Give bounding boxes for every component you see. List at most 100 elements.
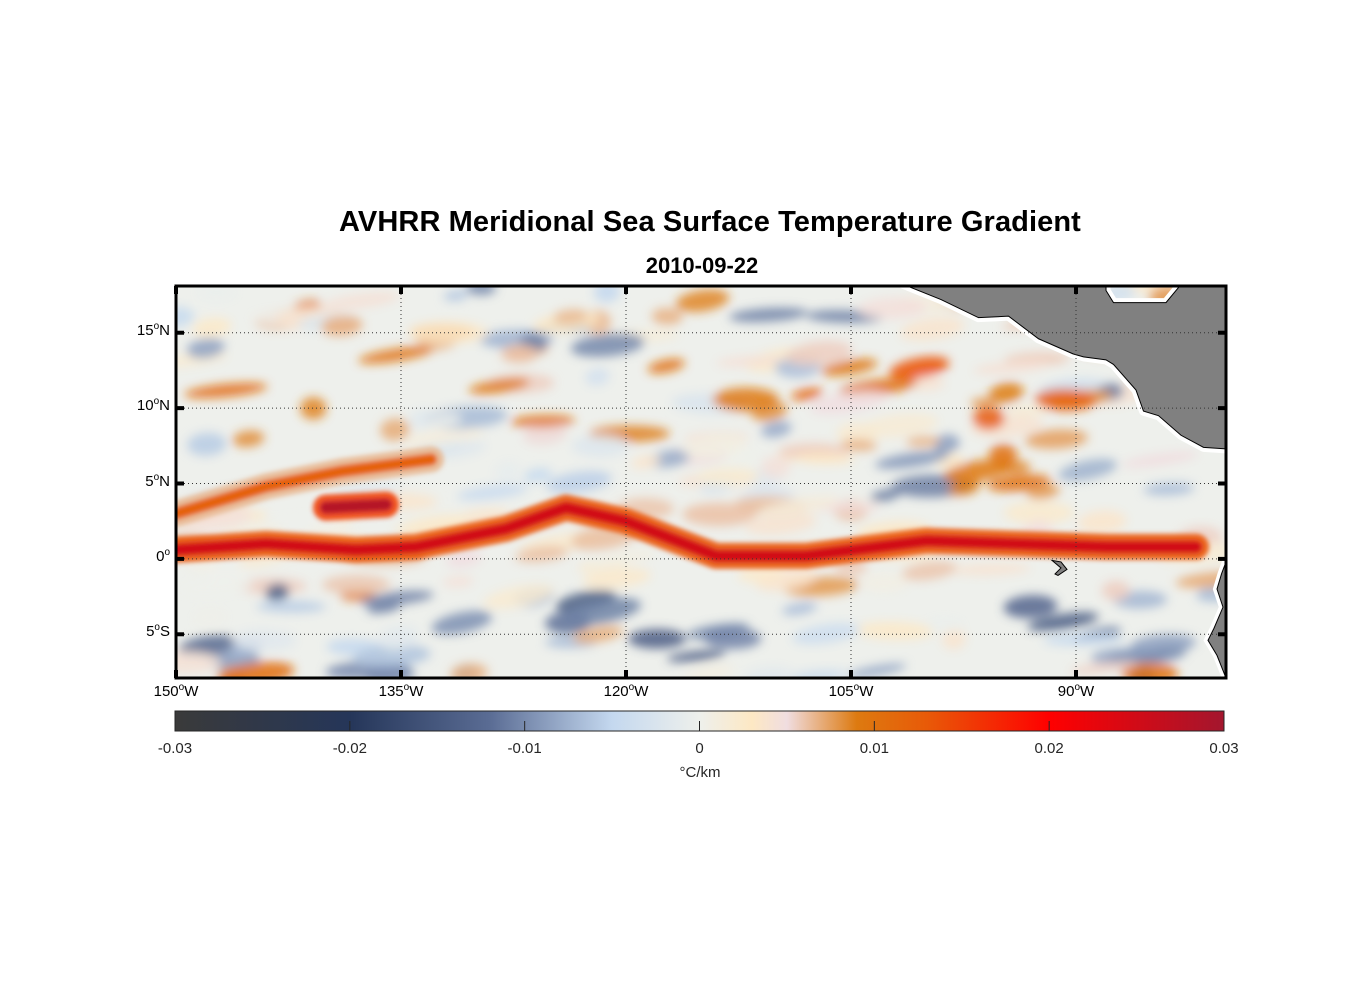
colorbar-ticks: [349, 721, 1050, 731]
field-blob: [782, 602, 818, 616]
field-blob: [358, 346, 434, 364]
degree-symbol: o: [403, 682, 410, 693]
field-blob: [322, 292, 400, 310]
land-mask: [899, 286, 1226, 678]
lon-hem: W: [634, 683, 649, 700]
field-blob: [682, 502, 756, 527]
field-blob: [353, 644, 431, 668]
field-blob: [1122, 451, 1199, 468]
field-blob: [988, 382, 1024, 404]
field-blob: [523, 467, 553, 483]
field-blob: [232, 430, 265, 448]
field-blob: [184, 382, 268, 399]
lon-hem: W: [409, 683, 424, 700]
front-core: [320, 498, 392, 514]
field-blob: [570, 333, 645, 357]
field-blob: [192, 317, 232, 337]
field-blob: [582, 568, 651, 589]
colorbar-tick-label: 0.01: [859, 740, 889, 757]
field-blob: [256, 600, 326, 613]
lat-hem: N: [159, 472, 170, 490]
lat-tick-label: 0o: [110, 547, 170, 565]
field-blob: [941, 629, 966, 650]
field-blob: [833, 561, 868, 575]
field-blob: [760, 455, 791, 479]
field-blob: [745, 512, 817, 535]
field-blob: [218, 661, 295, 678]
field-blob: [847, 663, 907, 678]
field-blob: [628, 628, 687, 649]
field-blob: [177, 579, 254, 596]
field-blob: [821, 358, 878, 376]
field-blob: [855, 621, 934, 640]
field-blob: [1003, 595, 1058, 619]
field-blob: [901, 561, 957, 581]
land-south-america: [1207, 561, 1226, 678]
field-blob: [546, 470, 612, 494]
field-blob: [1078, 510, 1127, 534]
field-blob: [1143, 482, 1195, 496]
field-blob: [1034, 388, 1097, 411]
lon-hem: W: [859, 683, 874, 700]
axis-ticks: [174, 286, 1226, 678]
lat-deg: 5: [146, 623, 155, 641]
lat-hem: S: [159, 623, 170, 641]
figure-title: AVHRR Meridional Sea Surface Temperature…: [339, 206, 1081, 238]
field-blob: [322, 575, 391, 595]
front-core: [176, 453, 437, 520]
degree-symbol: o: [153, 471, 160, 483]
field-blob: [859, 572, 910, 593]
colorbar-tick-label: 0.03: [1209, 740, 1239, 757]
degree-symbol: o: [164, 546, 170, 558]
field-blob: [1043, 633, 1124, 646]
field-blob: [651, 307, 683, 326]
field-blob: [186, 338, 225, 359]
field-blob: [836, 422, 879, 446]
field-blob: [858, 297, 927, 320]
field-blob: [1140, 646, 1187, 663]
lon-deg: 90: [1057, 683, 1075, 700]
field-blob: [510, 415, 575, 428]
lon-hem: W: [1080, 683, 1095, 700]
field-blob: [178, 635, 237, 657]
field-blob: [666, 650, 726, 663]
field-blob: [515, 546, 569, 563]
field-blob: [1121, 662, 1179, 678]
lon-tick-label: 105oW: [811, 682, 891, 700]
degree-symbol: o: [154, 622, 160, 634]
field-blob: [791, 387, 823, 401]
lat-tick-label: 10oN: [110, 396, 170, 414]
field-blob: [265, 583, 290, 601]
colorbar-tick-label: 0.02: [1034, 740, 1064, 757]
field-blob: [631, 455, 662, 469]
lon-tick-label: 120oW: [586, 682, 666, 700]
field-blob: [1025, 429, 1088, 449]
field-blob: [910, 376, 946, 391]
lat-deg: 10: [136, 397, 154, 415]
field-blob: [431, 610, 492, 635]
field-blob: [905, 435, 941, 447]
field-blob: [703, 627, 762, 650]
field-blob: [523, 424, 567, 445]
field-blob: [193, 608, 227, 627]
field-blob: [899, 317, 965, 341]
degree-symbol: o: [853, 682, 860, 693]
lat-deg: 0: [156, 547, 165, 565]
field-blob: [196, 286, 237, 302]
field-blob: [647, 358, 685, 374]
lon-deg: 135: [378, 683, 404, 700]
field-blob: [1026, 484, 1060, 500]
field-blob: [943, 459, 1012, 483]
field-blob: [810, 390, 887, 415]
field-blob: [761, 421, 792, 438]
land-central-america: [905, 286, 1226, 450]
sst-gradient-field: [176, 286, 1226, 678]
lon-deg: 105: [828, 683, 854, 700]
field-blob: [187, 432, 227, 456]
field-blob: [589, 549, 655, 569]
field-blob: [675, 289, 730, 312]
field-blob: [321, 315, 363, 337]
field-blob: [450, 663, 488, 678]
lon-tick-label: 150oW: [136, 682, 216, 700]
field-blob: [425, 413, 463, 428]
